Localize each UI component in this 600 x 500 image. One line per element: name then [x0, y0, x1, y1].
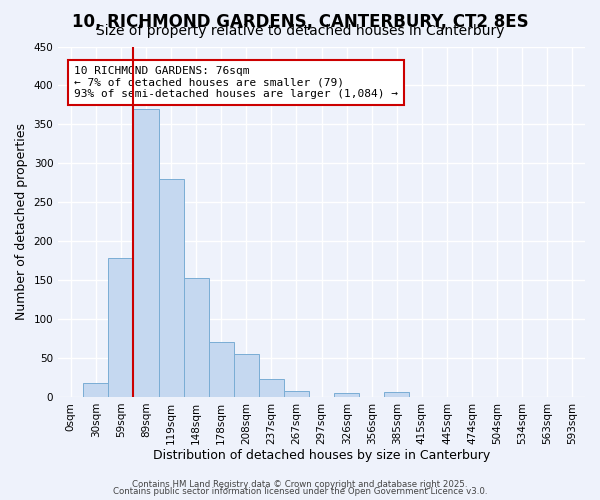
- Bar: [109, 258, 133, 397]
- Bar: [385, 392, 409, 397]
- Bar: [158, 179, 184, 397]
- Text: 10 RICHMOND GARDENS: 76sqm
← 7% of detached houses are smaller (79)
93% of semi-: 10 RICHMOND GARDENS: 76sqm ← 7% of detac…: [74, 66, 398, 99]
- Bar: [234, 354, 259, 397]
- Bar: [184, 278, 209, 397]
- Bar: [334, 393, 359, 397]
- Text: Contains public sector information licensed under the Open Government Licence v3: Contains public sector information licen…: [113, 487, 487, 496]
- Bar: [83, 383, 109, 397]
- Text: Contains HM Land Registry data © Crown copyright and database right 2025.: Contains HM Land Registry data © Crown c…: [132, 480, 468, 489]
- Y-axis label: Number of detached properties: Number of detached properties: [15, 123, 28, 320]
- Bar: [284, 390, 309, 397]
- Bar: [259, 379, 284, 397]
- Text: 10, RICHMOND GARDENS, CANTERBURY, CT2 8ES: 10, RICHMOND GARDENS, CANTERBURY, CT2 8E…: [71, 12, 529, 30]
- Bar: [133, 109, 158, 397]
- Text: Size of property relative to detached houses in Canterbury: Size of property relative to detached ho…: [96, 24, 504, 38]
- X-axis label: Distribution of detached houses by size in Canterbury: Distribution of detached houses by size …: [153, 450, 490, 462]
- Bar: [209, 342, 234, 397]
